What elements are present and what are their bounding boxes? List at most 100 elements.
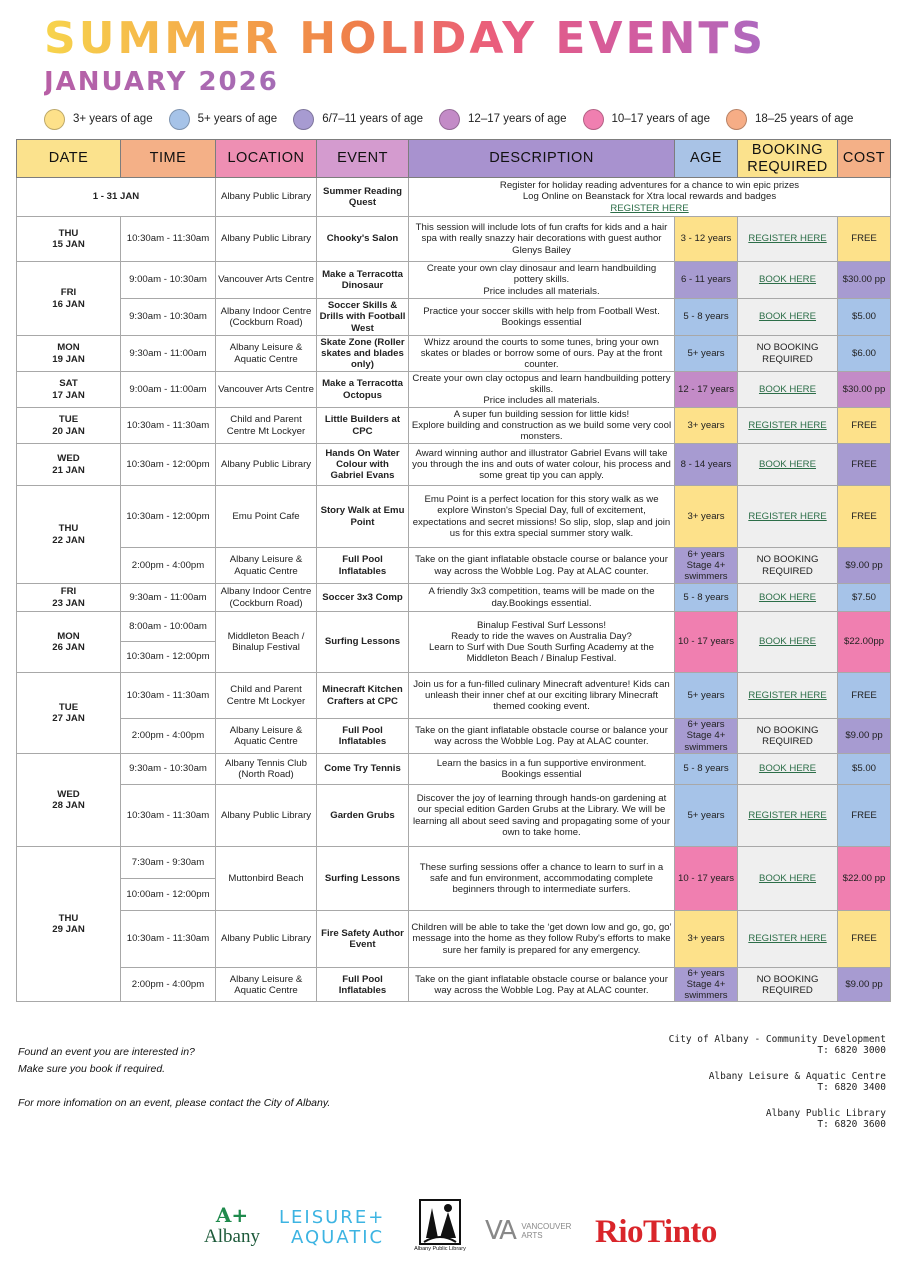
table-row: SAT 17 JAN 9:00am - 11:00am Vancouver Art… bbox=[16, 371, 891, 408]
contact-list: City of Albany - Community Development T… bbox=[586, 1034, 886, 1145]
legend-item: 5+ years of age bbox=[168, 108, 277, 130]
table-row: THU 15 JAN 10:30am - 11:30am Albany Publi… bbox=[16, 216, 891, 262]
time-cell: 9:30am - 11:00am bbox=[120, 335, 216, 372]
leisure-logo-line1: LEISURE+ bbox=[279, 1207, 386, 1228]
book-link[interactable]: BOOK HERE bbox=[737, 611, 838, 673]
cost-cell: FREE bbox=[837, 216, 891, 262]
location-cell: Albany Indoor Centre (Cockburn Road) bbox=[215, 583, 317, 612]
header-description: DESCRIPTION bbox=[408, 139, 675, 178]
description-cell: Register for holiday reading adventures … bbox=[408, 177, 891, 217]
cost-cell: $9.00 pp bbox=[837, 718, 891, 754]
register-link[interactable]: REGISTER HERE bbox=[610, 202, 689, 214]
time-cell: 7:30am - 9:30am bbox=[120, 846, 216, 879]
legend-item: 10–17 years of age bbox=[582, 108, 710, 130]
age-cell: 3 - 12 years bbox=[674, 216, 738, 262]
age-cell: 6+ years Stage 4+ swimmers bbox=[674, 966, 738, 1003]
book-link[interactable]: BOOK HERE bbox=[737, 371, 838, 408]
date-day: WED bbox=[57, 788, 80, 800]
book-link[interactable]: BOOK HERE bbox=[737, 846, 838, 911]
book-link[interactable]: BOOK HERE bbox=[737, 298, 838, 336]
table-row: 9:30am - 10:30am Albany Indoor Centre (C… bbox=[17, 298, 891, 336]
albany-logo-mark: A+ bbox=[215, 1203, 249, 1227]
book-link[interactable]: BOOK HERE bbox=[737, 443, 838, 486]
book-link[interactable]: BOOK HERE bbox=[737, 583, 838, 612]
description-cell: A super fun building session for little … bbox=[408, 407, 675, 444]
table-row: 10:30am - 11:30am Albany Public Library … bbox=[17, 784, 891, 847]
time-cell: 10:30am - 12:00pm bbox=[120, 443, 216, 486]
vancouver-logo-mark: VA bbox=[485, 1216, 517, 1246]
description-cell: Create your own clay octopus and learn h… bbox=[408, 371, 675, 408]
date-day: FRI bbox=[60, 287, 77, 299]
date-cell: MON 26 JAN bbox=[16, 611, 121, 673]
header-age: AGE bbox=[674, 139, 738, 178]
register-link[interactable]: REGISTER HERE bbox=[737, 485, 838, 548]
age-cell: 3+ years bbox=[674, 485, 738, 548]
age-line: Stage 4+ swimmers bbox=[684, 559, 728, 583]
legend-item: 12–17 years of age bbox=[439, 108, 567, 130]
register-link[interactable]: REGISTER HERE bbox=[737, 216, 838, 262]
footer-note: Found an event you are interested in? Ma… bbox=[18, 1044, 330, 1112]
contact-item: Albany Leisure & Aquatic Centre T: 6820 … bbox=[586, 1071, 886, 1093]
event-cell: Little Builders at CPC bbox=[316, 407, 409, 444]
description-cell: A friendly 3x3 competition, teams will b… bbox=[408, 583, 675, 612]
contact-phone: T: 6820 3400 bbox=[817, 1082, 886, 1093]
location-cell: Vancouver Arts Centre bbox=[215, 371, 317, 408]
footer-line: Found an event you are interested in? bbox=[18, 1046, 195, 1058]
register-link[interactable]: REGISTER HERE bbox=[737, 672, 838, 719]
event-cell: Fire Safety Author Event bbox=[316, 910, 409, 968]
event-cell: Full Pool Inflatables bbox=[316, 547, 409, 584]
contact-name: City of Albany - Community Development bbox=[668, 1034, 886, 1045]
contact-name: Albany Leisure & Aquatic Centre bbox=[708, 1071, 886, 1082]
table-row: 10:30am - 11:30am Albany Public Library … bbox=[17, 910, 891, 968]
time-cell: 10:30am - 11:30am bbox=[120, 216, 216, 262]
location-cell: Albany Tennis Club (North Road) bbox=[215, 753, 317, 785]
age-cell: 12 - 17 years bbox=[674, 371, 738, 408]
time-cell: 8:00am - 10:00am bbox=[120, 611, 216, 642]
time-cell: 9:30am - 10:30am bbox=[120, 753, 216, 785]
age-cell: 8 - 14 years bbox=[674, 443, 738, 486]
legend-label: 18–25 years of age bbox=[754, 113, 854, 125]
legend-dot-blue bbox=[168, 108, 190, 130]
table-header-row: DATE TIME LOCATION EVENT DESCRIPTION AGE… bbox=[16, 139, 891, 178]
time-cell: 9:30am - 11:00am bbox=[120, 583, 216, 612]
cost-cell: FREE bbox=[837, 407, 891, 444]
event-cell: Full Pool Inflatables bbox=[316, 966, 409, 1003]
description-line: Register for holiday reading adventures … bbox=[499, 180, 800, 192]
time-cell: 2:00pm - 4:00pm bbox=[120, 718, 216, 754]
book-link[interactable]: BOOK HERE bbox=[737, 753, 838, 785]
table-row: FRI 16 JAN 9:00am - 10:30am Vancouver Art… bbox=[16, 261, 891, 336]
age-cell: 10 - 17 years bbox=[674, 611, 738, 673]
booking-cell: NO BOOKING REQUIRED bbox=[737, 718, 838, 754]
header-cost: COST bbox=[837, 139, 891, 178]
register-link[interactable]: REGISTER HERE bbox=[737, 407, 838, 444]
location-cell: Child and Parent Centre Mt Lockyer bbox=[215, 672, 317, 719]
header: SUMMER HOLIDAY EVENTS JANUARY 2026 bbox=[44, 14, 864, 98]
table-row: MON 26 JAN 8:00am - 10:00am Middleton Bea… bbox=[16, 611, 891, 673]
register-link[interactable]: REGISTER HERE bbox=[737, 910, 838, 968]
date-cell: THU 15 JAN bbox=[16, 216, 121, 262]
age-line: 6+ years bbox=[687, 968, 725, 979]
header-time: TIME bbox=[120, 139, 216, 178]
events-table: DATE TIME LOCATION EVENT DESCRIPTION AGE… bbox=[16, 139, 891, 1003]
date-cell: WED 21 JAN bbox=[16, 443, 121, 486]
date-cell: FRI 23 JAN bbox=[16, 583, 121, 612]
age-cell: 5+ years bbox=[674, 784, 738, 847]
table-row: THU 29 JAN 7:30am - 9:30am Muttonbird Bea… bbox=[16, 845, 891, 1003]
time-cell: 9:30am - 10:30am bbox=[120, 298, 216, 336]
age-cell: 3+ years bbox=[674, 910, 738, 968]
description-cell: These surfing sessions offer a chance to… bbox=[408, 846, 675, 911]
age-cell: 5+ years bbox=[674, 335, 738, 372]
event-cell: Surfing Lessons bbox=[316, 846, 409, 911]
date-number: 15 JAN bbox=[52, 239, 85, 250]
table-row: TUE 20 JAN 10:30am - 11:30am Child and Pa… bbox=[16, 407, 891, 444]
book-link[interactable]: BOOK HERE bbox=[737, 261, 838, 299]
event-cell: Story Walk at Emu Point bbox=[316, 485, 409, 548]
cost-cell: FREE bbox=[837, 784, 891, 847]
event-cell: Hands On Water Colour with Gabriel Evans bbox=[316, 443, 409, 486]
albany-logo-text: Albany bbox=[204, 1226, 260, 1247]
age-cell: 5 - 8 years bbox=[674, 753, 738, 785]
location-cell: Albany Public Library bbox=[215, 177, 317, 217]
register-link[interactable]: REGISTER HERE bbox=[737, 784, 838, 847]
date-number: 17 JAN bbox=[52, 389, 85, 401]
table-row: FRI 23 JAN 9:30am - 11:00am Albany Indoor… bbox=[16, 583, 891, 612]
